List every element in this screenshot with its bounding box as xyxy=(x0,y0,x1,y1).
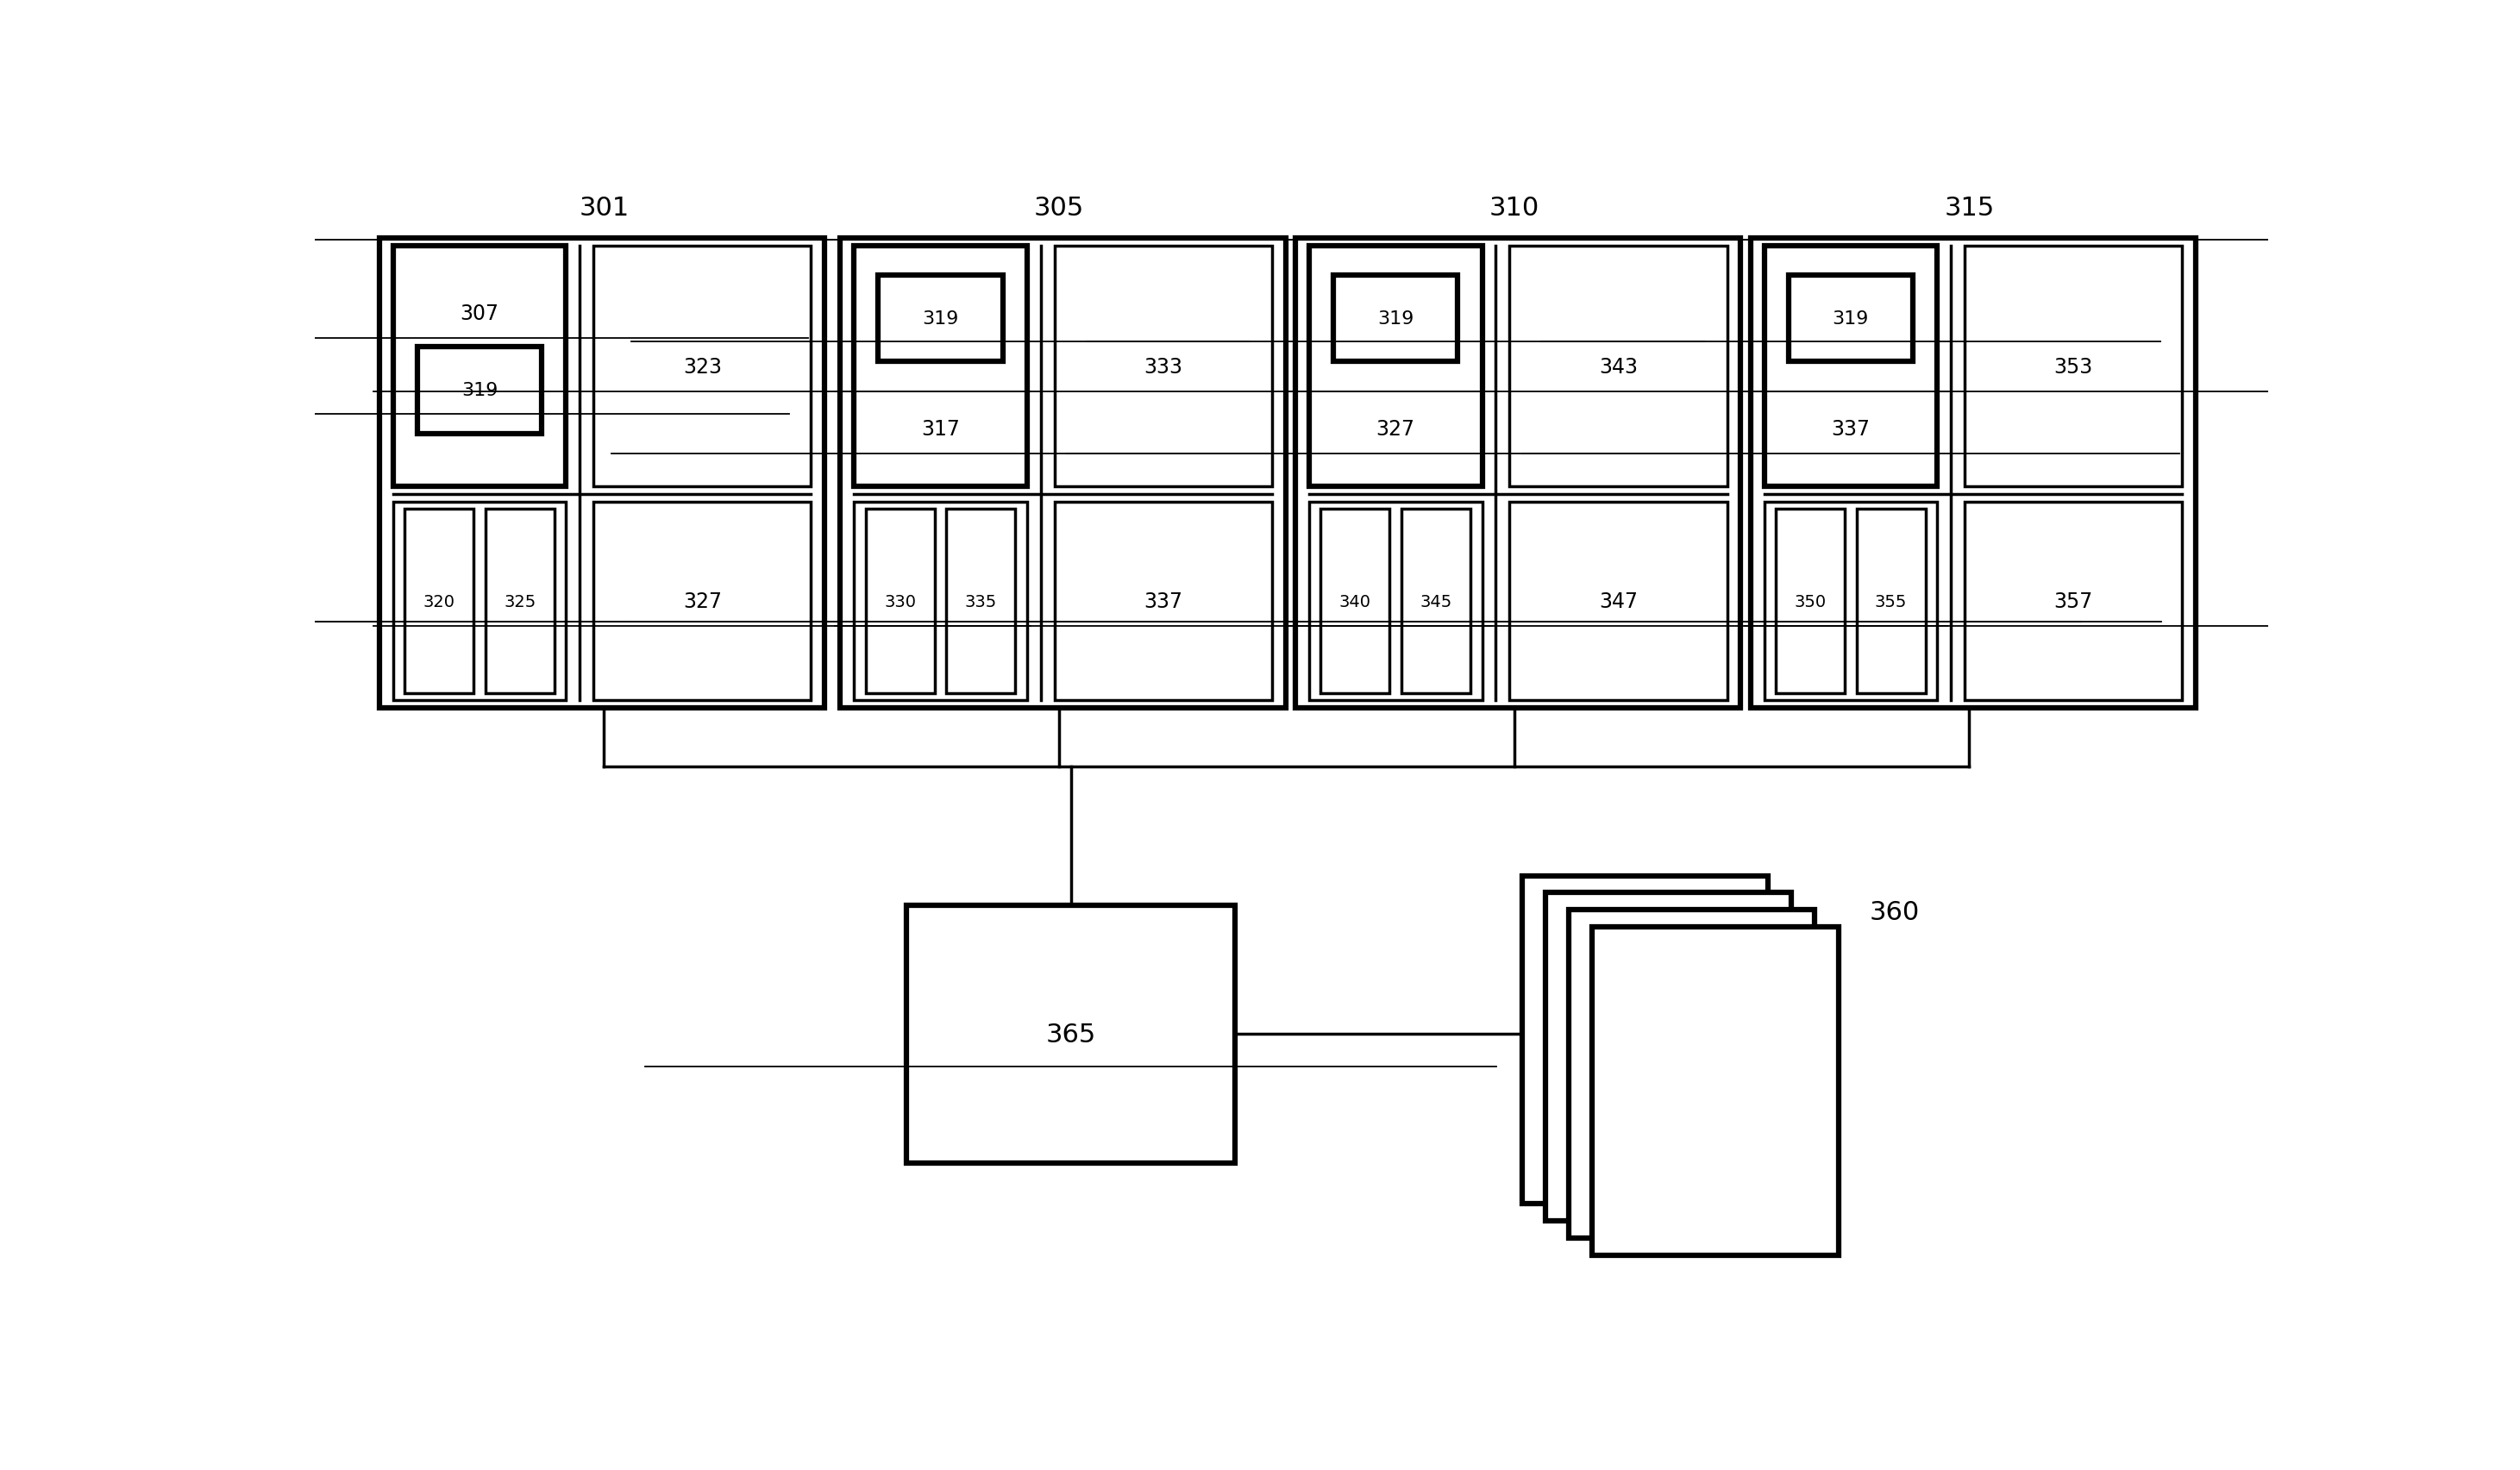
Text: 307: 307 xyxy=(461,303,499,325)
Bar xyxy=(1401,510,1469,694)
Text: 315: 315 xyxy=(1943,196,1993,220)
Bar xyxy=(1509,247,1726,487)
Text: 319: 319 xyxy=(461,382,499,400)
Bar xyxy=(1966,503,2182,701)
Bar xyxy=(839,238,1285,709)
Text: 320: 320 xyxy=(423,594,456,610)
Text: 343: 343 xyxy=(1598,356,1638,376)
Bar xyxy=(1333,275,1459,362)
Text: 353: 353 xyxy=(2054,356,2092,376)
Bar xyxy=(1320,510,1389,694)
Text: 305: 305 xyxy=(1033,196,1084,220)
Text: 347: 347 xyxy=(1598,591,1638,612)
Bar xyxy=(1764,503,1938,701)
Text: 337: 337 xyxy=(1144,591,1182,612)
Bar xyxy=(1053,247,1273,487)
Text: 345: 345 xyxy=(1419,594,1452,610)
Bar xyxy=(1751,238,2195,709)
Bar xyxy=(393,247,567,487)
Text: 350: 350 xyxy=(1794,594,1827,610)
Text: 327: 327 xyxy=(1376,419,1416,440)
Bar xyxy=(1545,892,1792,1222)
Text: 335: 335 xyxy=(965,594,998,610)
Bar xyxy=(381,238,824,709)
Bar xyxy=(1593,928,1840,1255)
Bar xyxy=(486,510,554,694)
Text: 333: 333 xyxy=(1144,356,1182,376)
Text: 365: 365 xyxy=(1046,1022,1096,1047)
Bar xyxy=(418,347,542,434)
Bar xyxy=(406,510,474,694)
Text: 319: 319 xyxy=(1832,310,1870,328)
Text: 319: 319 xyxy=(922,310,958,328)
Text: 317: 317 xyxy=(922,419,960,440)
Text: 327: 327 xyxy=(683,591,721,612)
Text: 319: 319 xyxy=(1378,310,1414,328)
Text: 330: 330 xyxy=(885,594,917,610)
Bar xyxy=(393,503,567,701)
Bar xyxy=(1509,503,1726,701)
Bar xyxy=(1308,247,1482,487)
Bar xyxy=(854,503,1028,701)
Bar xyxy=(854,247,1028,487)
Bar xyxy=(595,503,811,701)
Text: 357: 357 xyxy=(2054,591,2092,612)
Text: 337: 337 xyxy=(1832,419,1870,440)
Bar xyxy=(1764,247,1938,487)
Bar xyxy=(1966,247,2182,487)
Bar xyxy=(867,510,935,694)
Text: 301: 301 xyxy=(580,196,630,220)
Text: 323: 323 xyxy=(683,356,721,376)
Bar xyxy=(1522,876,1769,1204)
Bar xyxy=(1777,510,1845,694)
Bar xyxy=(1857,510,1925,694)
Bar xyxy=(879,275,1003,362)
Bar xyxy=(1295,238,1741,709)
Bar xyxy=(595,247,811,487)
Text: 310: 310 xyxy=(1489,196,1540,220)
Bar xyxy=(1789,275,1913,362)
Text: 325: 325 xyxy=(504,594,537,610)
Text: 340: 340 xyxy=(1338,594,1371,610)
Bar xyxy=(1053,503,1273,701)
Bar xyxy=(948,510,1016,694)
Text: 355: 355 xyxy=(1875,594,1908,610)
Bar xyxy=(1570,910,1814,1238)
Text: 360: 360 xyxy=(1870,900,1920,925)
Bar xyxy=(1308,503,1482,701)
Bar xyxy=(907,906,1235,1163)
